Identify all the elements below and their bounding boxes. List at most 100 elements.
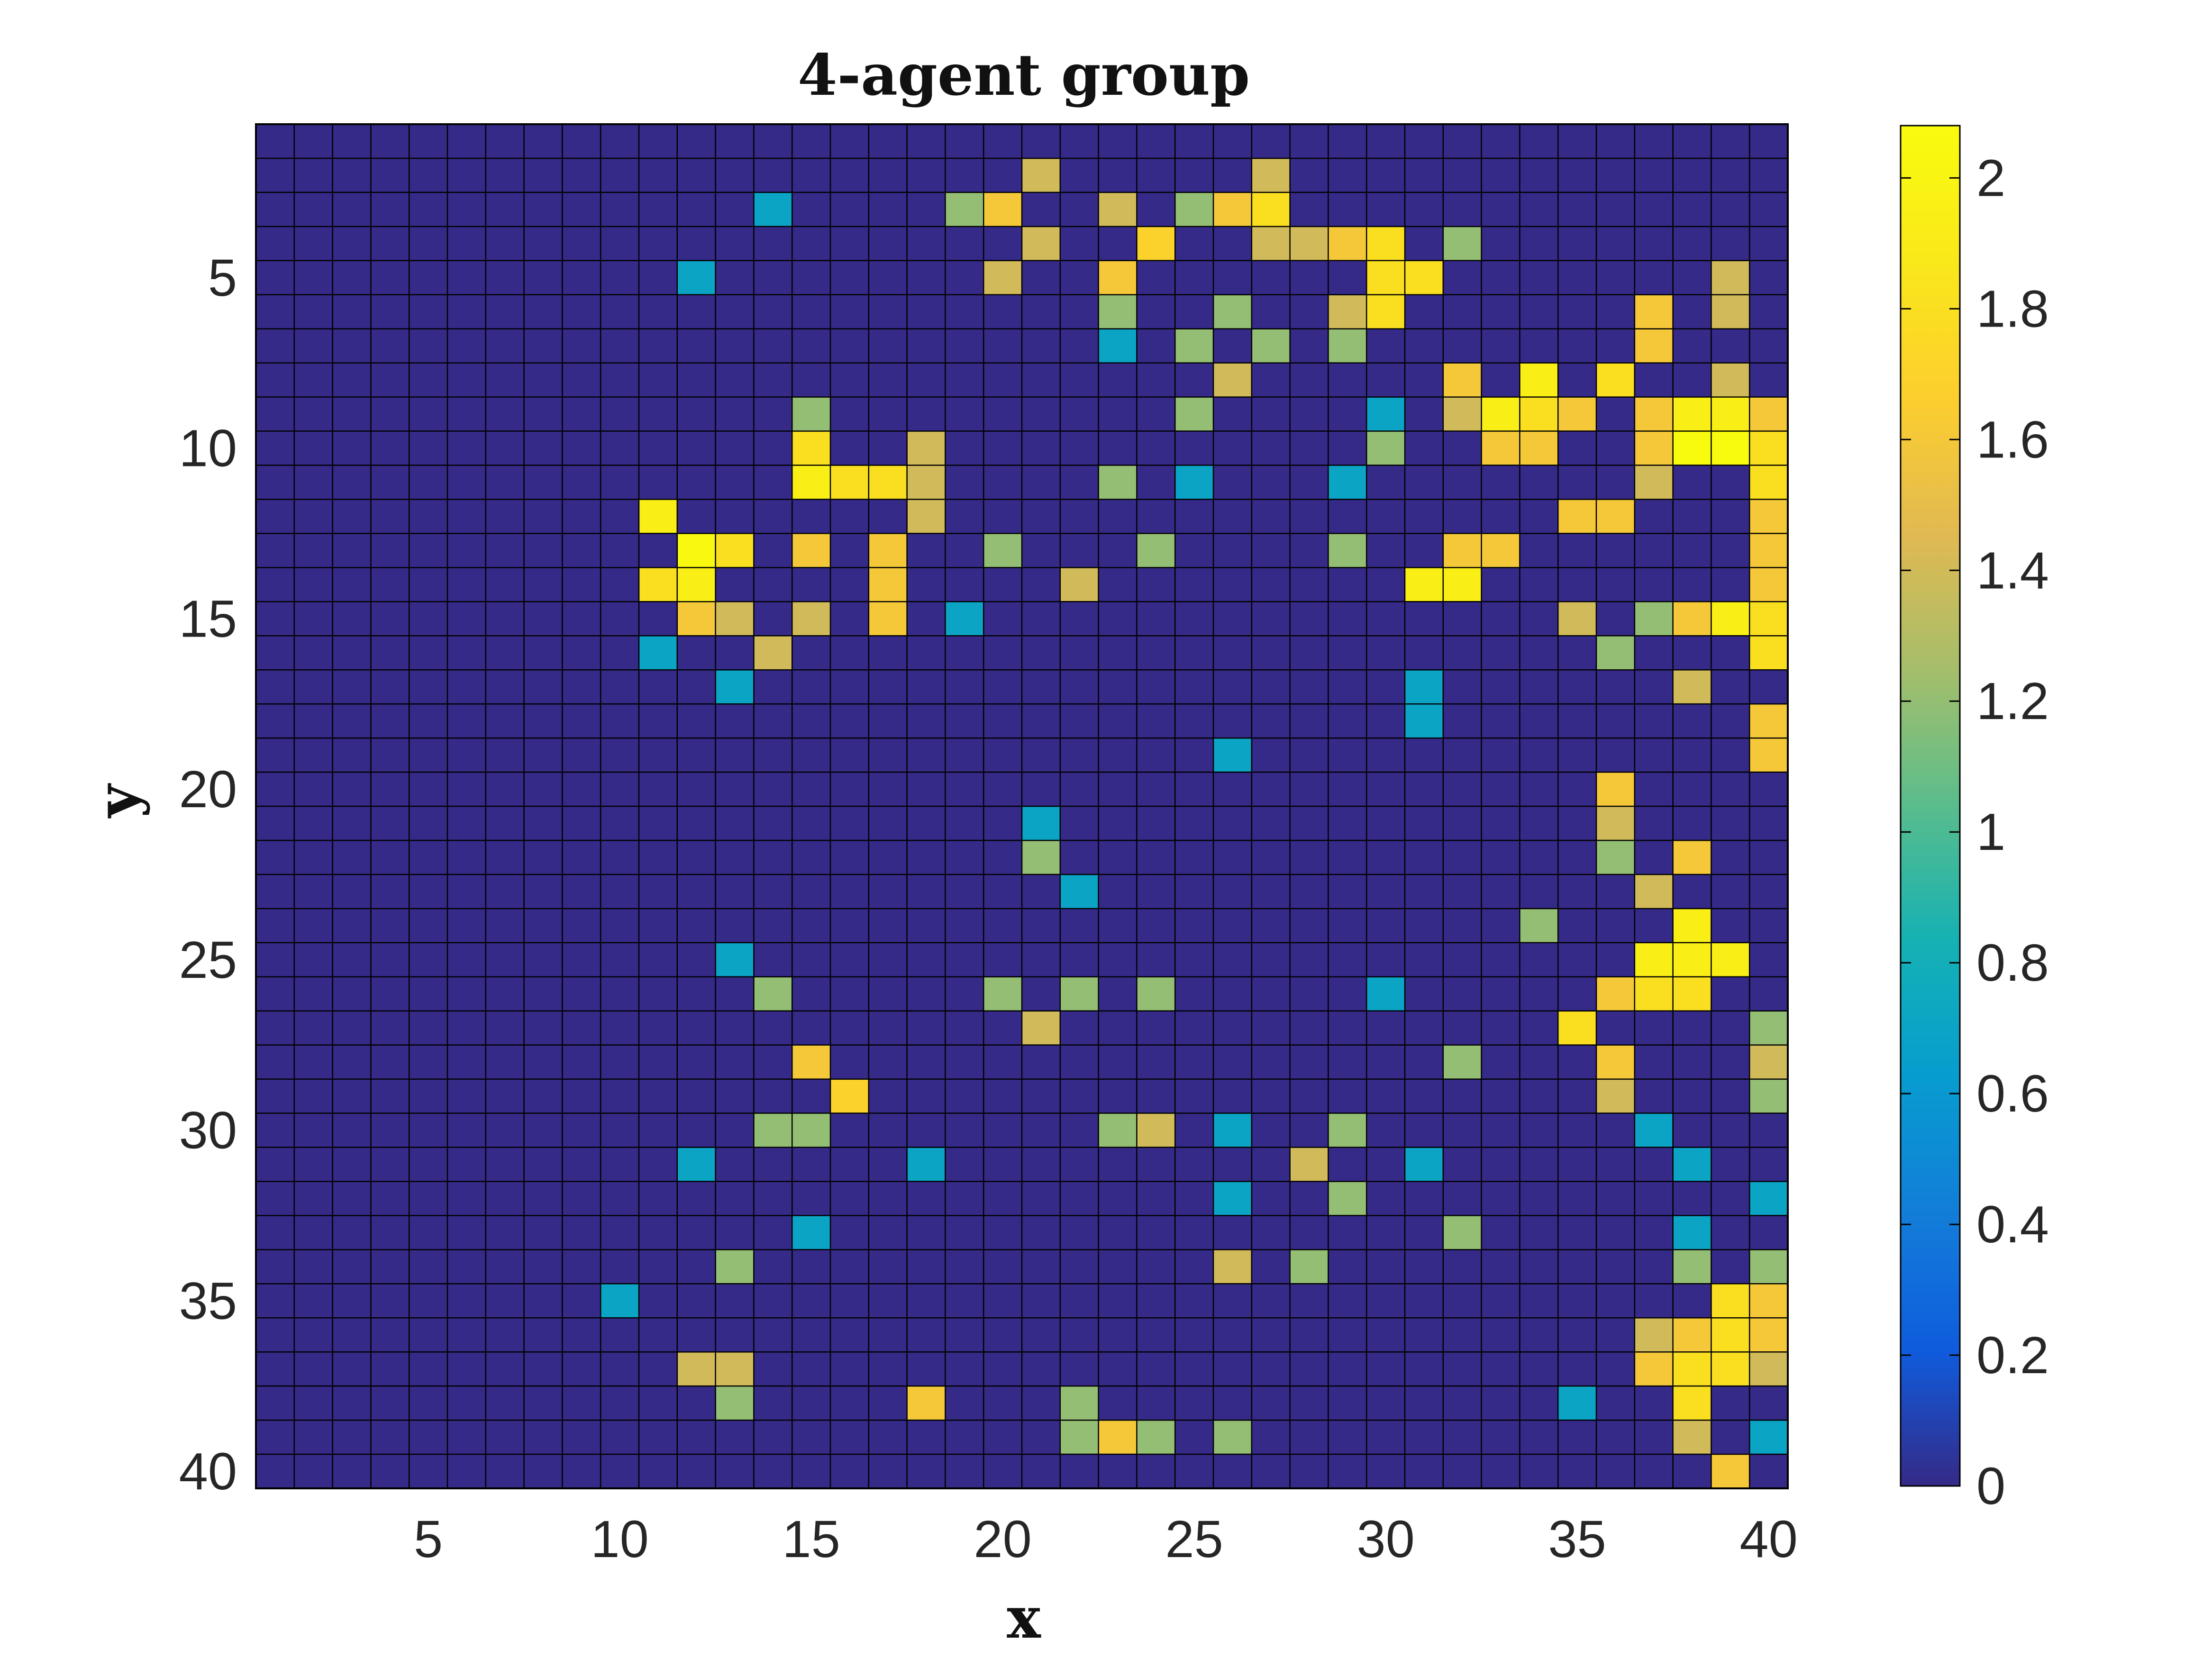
heatmap-cell <box>1405 1284 1444 1318</box>
heatmap-cell <box>447 1420 486 1455</box>
heatmap-cell <box>792 499 831 534</box>
heatmap-cell <box>371 908 410 943</box>
heatmap-cell <box>830 431 869 465</box>
heatmap-cell <box>601 1318 639 1352</box>
heatmap-cell <box>945 1045 984 1080</box>
heatmap-cell <box>524 1420 563 1455</box>
heatmap-cell <box>1098 260 1137 295</box>
heatmap-cell <box>447 636 486 670</box>
heatmap-cell <box>1634 1318 1674 1352</box>
heatmap-cell <box>907 942 946 977</box>
heatmap-cell <box>983 158 1022 193</box>
heatmap-cell <box>1443 1045 1482 1080</box>
heatmap-cell <box>294 602 333 636</box>
heatmap-cell <box>256 1318 295 1352</box>
heatmap-cell <box>754 363 792 398</box>
heatmap-cell <box>332 874 371 909</box>
heatmap-cell <box>1405 1181 1444 1216</box>
heatmap-cell <box>1634 1113 1674 1148</box>
heatmap-cell <box>1213 704 1252 738</box>
heatmap-cell <box>1060 738 1099 773</box>
heatmap-cell <box>754 670 792 704</box>
heatmap-cell <box>1060 533 1099 568</box>
heatmap-cell <box>447 1454 486 1489</box>
heatmap-cell <box>1366 397 1405 432</box>
heatmap-cell <box>1213 567 1252 602</box>
heatmap-cell <box>868 1352 908 1386</box>
heatmap-cell <box>677 602 716 636</box>
heatmap-cell <box>1749 1113 1788 1148</box>
heatmap-cell <box>524 670 563 704</box>
heatmap-cell <box>945 1079 984 1114</box>
heatmap-cell <box>715 158 754 193</box>
heatmap-cell <box>1749 192 1788 227</box>
heatmap-cell <box>409 1386 448 1421</box>
heatmap-cell <box>1634 533 1674 568</box>
heatmap-cell <box>983 294 1022 329</box>
heatmap-cell <box>1213 363 1252 398</box>
heatmap-cell <box>792 1045 831 1080</box>
heatmap-cell <box>639 533 678 568</box>
heatmap-cell <box>754 294 792 329</box>
heatmap-cell <box>1711 942 1750 977</box>
heatmap-cell <box>1366 704 1405 738</box>
heatmap-cell <box>907 738 946 773</box>
heatmap-cell <box>485 499 525 534</box>
heatmap-cell <box>945 806 984 841</box>
heatmap-cell <box>907 1113 946 1148</box>
heatmap-cell <box>485 908 525 943</box>
heatmap-cell <box>332 226 371 261</box>
heatmap-cell <box>1251 1318 1291 1352</box>
heatmap-cell <box>1481 704 1520 738</box>
heatmap-cell <box>945 294 984 329</box>
heatmap-cell <box>1596 1079 1635 1114</box>
heatmap-cell <box>1596 431 1635 465</box>
heatmap-cell <box>1251 704 1291 738</box>
heatmap-cell <box>371 1215 410 1250</box>
heatmap-cell <box>868 260 908 295</box>
heatmap-cell <box>792 465 831 500</box>
heatmap-cell <box>1328 772 1367 807</box>
heatmap-cell <box>1596 1181 1635 1216</box>
heatmap-cell <box>639 1113 678 1148</box>
heatmap-cell <box>332 1318 371 1352</box>
heatmap-cell <box>485 1352 525 1386</box>
heatmap-cell <box>294 976 333 1012</box>
heatmap-cell <box>983 397 1022 432</box>
heatmap-cell <box>830 670 869 704</box>
heatmap-cell <box>639 260 678 295</box>
heatmap-cell <box>1749 1284 1788 1318</box>
heatmap-cell <box>485 942 525 977</box>
heatmap-cell <box>1022 738 1061 773</box>
plot-border <box>255 123 1789 1489</box>
heatmap-cell <box>601 670 639 704</box>
heatmap-cell <box>562 363 601 398</box>
heatmap-cell <box>1328 670 1367 704</box>
heatmap-cell <box>1290 294 1329 329</box>
heatmap-cell <box>1673 806 1711 841</box>
heatmap-cell <box>294 567 333 602</box>
heatmap-cell <box>830 704 869 738</box>
heatmap-cell <box>1022 533 1061 568</box>
heatmap-cell <box>1175 192 1214 227</box>
heatmap-cell <box>1098 1420 1137 1455</box>
heatmap-cell <box>830 260 869 295</box>
heatmap-cell <box>1673 158 1711 193</box>
heatmap-cell <box>1443 294 1482 329</box>
heatmap-cell <box>1137 806 1175 841</box>
heatmap-cell <box>1673 840 1711 875</box>
heatmap-cell <box>830 1181 869 1216</box>
heatmap-cell <box>256 1113 295 1148</box>
heatmap-cell <box>1098 806 1137 841</box>
heatmap-cell <box>1673 465 1711 500</box>
heatmap-cell <box>256 602 295 636</box>
heatmap-cell <box>1060 704 1099 738</box>
heatmap-cell <box>294 1352 333 1386</box>
heatmap-cell <box>792 806 831 841</box>
heatmap-cell <box>907 840 946 875</box>
heatmap-cell <box>754 1318 792 1352</box>
heatmap-cell <box>294 1249 333 1284</box>
heatmap-cell <box>945 1352 984 1386</box>
heatmap-cell <box>447 533 486 568</box>
heatmap-cell <box>562 1113 601 1148</box>
